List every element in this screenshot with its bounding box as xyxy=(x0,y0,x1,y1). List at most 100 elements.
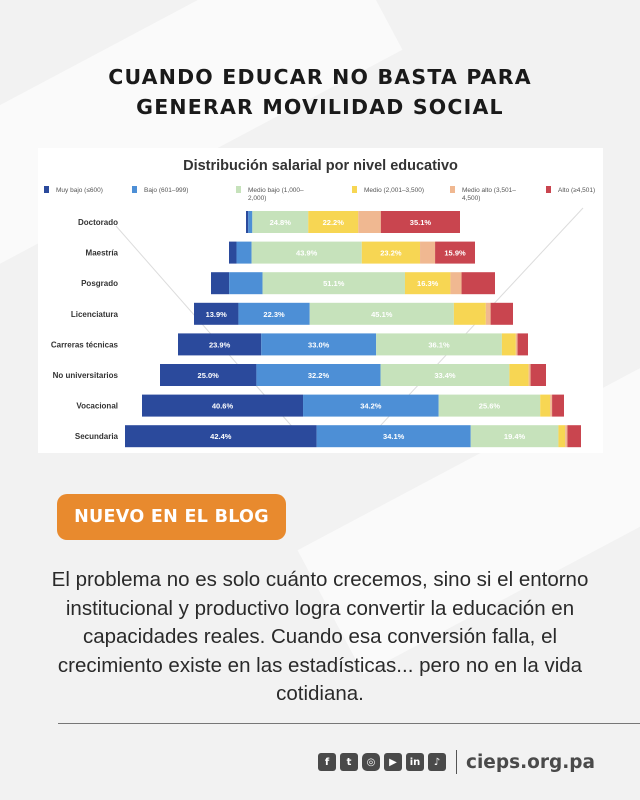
bar-segment xyxy=(261,333,377,356)
bar-segment xyxy=(211,272,230,295)
bar-segment xyxy=(567,425,581,448)
data-label: 32.2% xyxy=(308,371,330,380)
bar-segment xyxy=(309,302,454,325)
bar-segment xyxy=(558,425,566,448)
bar-segment xyxy=(256,364,381,386)
data-label: 40.6% xyxy=(212,402,234,411)
bar-segment xyxy=(376,333,502,356)
category-label: Posgrado xyxy=(81,279,118,288)
data-label: 13.9% xyxy=(206,310,228,319)
bar-segment xyxy=(438,394,541,417)
bar-segment xyxy=(404,272,451,295)
data-label: 24.8% xyxy=(270,218,292,227)
bar-segment xyxy=(380,364,510,386)
bar-segment xyxy=(358,211,381,233)
category-label: No universitarios xyxy=(53,371,119,380)
body-text: El problema no es solo cuánto crecemos, … xyxy=(51,568,589,705)
data-label: 43.9% xyxy=(296,249,318,258)
bar-segment xyxy=(565,425,568,448)
bar-segment xyxy=(530,364,546,386)
data-label: 23.9% xyxy=(209,340,231,349)
bar-segment xyxy=(461,272,495,295)
bar-segment xyxy=(515,333,518,356)
legend-label: Medio alto (3,501– 4,500) xyxy=(462,187,516,202)
bar-segment xyxy=(485,302,491,325)
linkedin-icon[interactable]: in xyxy=(406,753,424,771)
instagram-icon[interactable]: ◎ xyxy=(362,753,380,771)
data-label: 22.2% xyxy=(323,218,345,227)
tiktok-icon[interactable]: ♪ xyxy=(428,753,446,771)
bar-segment xyxy=(380,211,460,233)
title-line-2: GENERAR MOVILIDAD SOCIAL xyxy=(136,95,504,119)
bar-segment xyxy=(501,333,516,356)
legend-label: Medio (2,001–3,500) xyxy=(364,187,424,194)
category-label: Vocacional xyxy=(76,402,118,411)
data-label: 16.3% xyxy=(417,279,439,288)
legend-label: Muy bajo (≤600) xyxy=(56,187,103,194)
bar-segment xyxy=(361,241,421,264)
category-label: Maestría xyxy=(86,249,119,258)
data-label: 33.4% xyxy=(434,371,456,380)
site-url[interactable]: cieps.org.pa xyxy=(466,751,595,773)
bar-segment xyxy=(420,241,436,264)
data-label: 33.0% xyxy=(308,340,330,349)
category-label: Licenciatura xyxy=(71,310,119,319)
bar-segment xyxy=(229,272,263,295)
legend-label: Alto (≥4,501) xyxy=(558,187,595,194)
bar-segment xyxy=(550,394,553,417)
category-label: Carreras técnicas xyxy=(51,340,119,349)
bar-segment xyxy=(470,425,559,448)
legend-swatch xyxy=(352,186,357,193)
bar-segment xyxy=(517,333,528,356)
footer-separator xyxy=(456,750,457,774)
bar-segment xyxy=(194,302,239,325)
data-label: 34.1% xyxy=(383,432,405,441)
bar-segment xyxy=(251,241,362,264)
legend-swatch xyxy=(546,186,551,193)
data-label: 23.2% xyxy=(380,249,402,258)
chart-panel: Distribución salarial por nivel educativ… xyxy=(38,148,603,453)
bar-segment xyxy=(308,211,359,233)
data-label: 34.2% xyxy=(360,402,382,411)
title-line-1: CUANDO EDUCAR NO BASTA PARA xyxy=(108,65,532,89)
bar-segment xyxy=(229,241,237,264)
data-label: 51.1% xyxy=(323,279,345,288)
legend-label: Bajo (601–999) xyxy=(144,187,188,194)
legend-swatch xyxy=(450,186,455,193)
bar-segment xyxy=(252,211,309,233)
twitter-icon[interactable]: t xyxy=(340,753,358,771)
bar-segment xyxy=(160,364,257,386)
facebook-icon[interactable]: f xyxy=(318,753,336,771)
footer: f t ◎ ▶ in ♪ cieps.org.pa xyxy=(318,745,595,779)
bar-segment xyxy=(246,211,249,233)
blog-badge[interactable]: NUEVO EN EL BLOG xyxy=(57,494,286,540)
bar-segment xyxy=(509,364,529,386)
bar-segment xyxy=(262,272,405,295)
stacked-bar-chart: Muy bajo (≤600) Bajo (601–999) Medio bajo … xyxy=(44,186,595,448)
legend-swatch xyxy=(236,186,241,193)
page-title: CUANDO EDUCAR NO BASTA PARA GENERAR MOVI… xyxy=(0,62,640,122)
bar-segment xyxy=(450,272,462,295)
divider xyxy=(58,723,640,724)
bar-segment xyxy=(238,302,310,325)
data-label: 25.6% xyxy=(479,402,501,411)
data-label: 45.1% xyxy=(371,310,393,319)
bar-segment xyxy=(435,241,475,264)
bar-segment xyxy=(490,302,513,325)
chart-title: Distribución salarial por nivel educativ… xyxy=(183,158,458,174)
legend-swatch xyxy=(132,186,137,193)
bar-segment xyxy=(540,394,551,417)
bar-segment xyxy=(125,425,317,448)
data-label: 36.1% xyxy=(428,340,450,349)
bar-segment xyxy=(528,364,531,386)
bar-segment xyxy=(142,394,304,417)
category-label: Doctorado xyxy=(78,218,118,227)
youtube-icon[interactable]: ▶ xyxy=(384,753,402,771)
data-label: 19.4% xyxy=(504,432,526,441)
data-label: 42.4% xyxy=(210,432,232,441)
legend-label: Medio bajo (1,000– 2,000) xyxy=(248,187,304,202)
data-label: 15.9% xyxy=(444,249,466,258)
category-label: Secundaria xyxy=(75,432,119,441)
data-label: 22.3% xyxy=(263,310,285,319)
bar-segment xyxy=(236,241,252,264)
